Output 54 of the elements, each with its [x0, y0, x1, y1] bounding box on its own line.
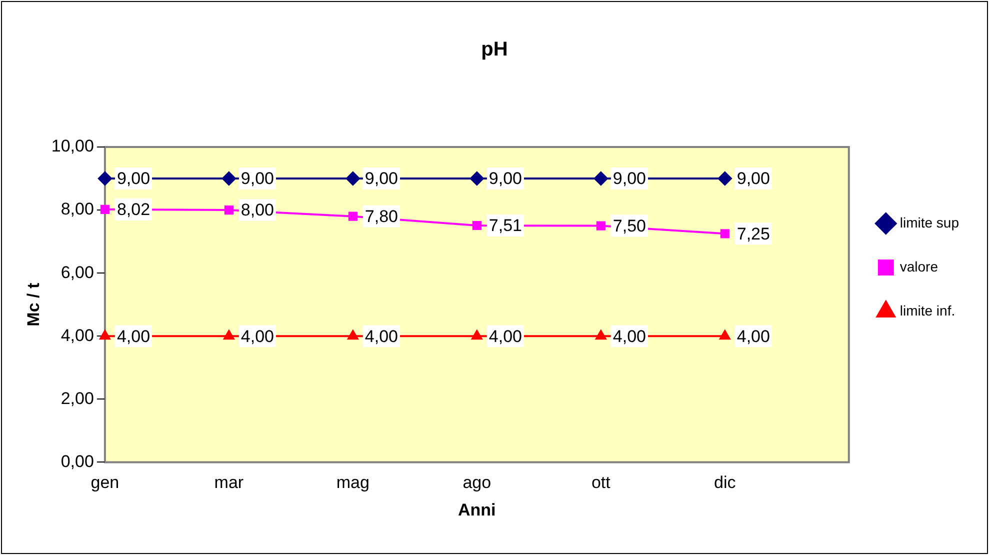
data-label: 4,00 — [240, 326, 274, 346]
point — [348, 212, 358, 221]
point — [472, 220, 482, 230]
legend-label: limite sup — [900, 214, 960, 230]
point — [720, 229, 730, 238]
y-tick-label: 6,00 — [60, 262, 94, 282]
y-tick-label: 8,00 — [60, 200, 94, 219]
data-label: 4,00 — [116, 326, 150, 346]
chart-title: pH — [481, 38, 508, 61]
data-label: 9,00 — [116, 169, 150, 188]
data-label: 4,00 — [612, 326, 646, 346]
x-axis-title: Anni — [458, 500, 496, 520]
x-tick-label: ago — [462, 473, 492, 492]
x-tick-label: mar — [214, 473, 244, 492]
point — [98, 172, 112, 186]
data-label: 9,00 — [736, 169, 770, 188]
x-tick-label: mag — [336, 473, 370, 492]
data-label: 9,00 — [364, 169, 398, 188]
data-label: 8,02 — [116, 200, 150, 220]
x-tick-label: ott — [591, 473, 611, 492]
point — [470, 172, 484, 186]
data-label: 7,80 — [364, 207, 398, 226]
legend-label: valore — [900, 258, 938, 274]
point — [594, 172, 608, 186]
point — [346, 172, 360, 186]
point — [222, 172, 236, 186]
point — [596, 221, 606, 230]
data-label: 7,50 — [612, 216, 646, 236]
x-tick-label: gen — [90, 473, 120, 492]
y-tick-label: 0,00 — [60, 452, 94, 471]
y-tick-label: 2,00 — [60, 388, 94, 408]
data-label: 4,00 — [364, 326, 398, 346]
data-label: 9,00 — [488, 169, 522, 188]
y-tick-label: 4,00 — [60, 326, 94, 345]
point — [224, 206, 234, 215]
y-tick-label: 10,00 — [51, 136, 94, 156]
point — [100, 204, 110, 214]
data-label: 4,00 — [488, 326, 522, 346]
data-label: 9,00 — [240, 169, 274, 188]
point — [100, 330, 110, 340]
x-tick-label: dic — [714, 473, 736, 492]
point — [718, 172, 732, 186]
point — [224, 330, 234, 340]
y-axis-title: Mc / t — [24, 282, 43, 326]
legend-label: limite inf. — [900, 302, 956, 318]
data-label: 4,00 — [736, 326, 770, 346]
point — [596, 330, 606, 340]
point — [348, 330, 358, 340]
point — [472, 330, 482, 340]
data-label: 8,00 — [240, 200, 274, 220]
data-label: 7,51 — [488, 216, 522, 236]
data-label: 7,25 — [736, 224, 770, 244]
point — [720, 330, 730, 340]
data-label: 9,00 — [612, 169, 646, 188]
